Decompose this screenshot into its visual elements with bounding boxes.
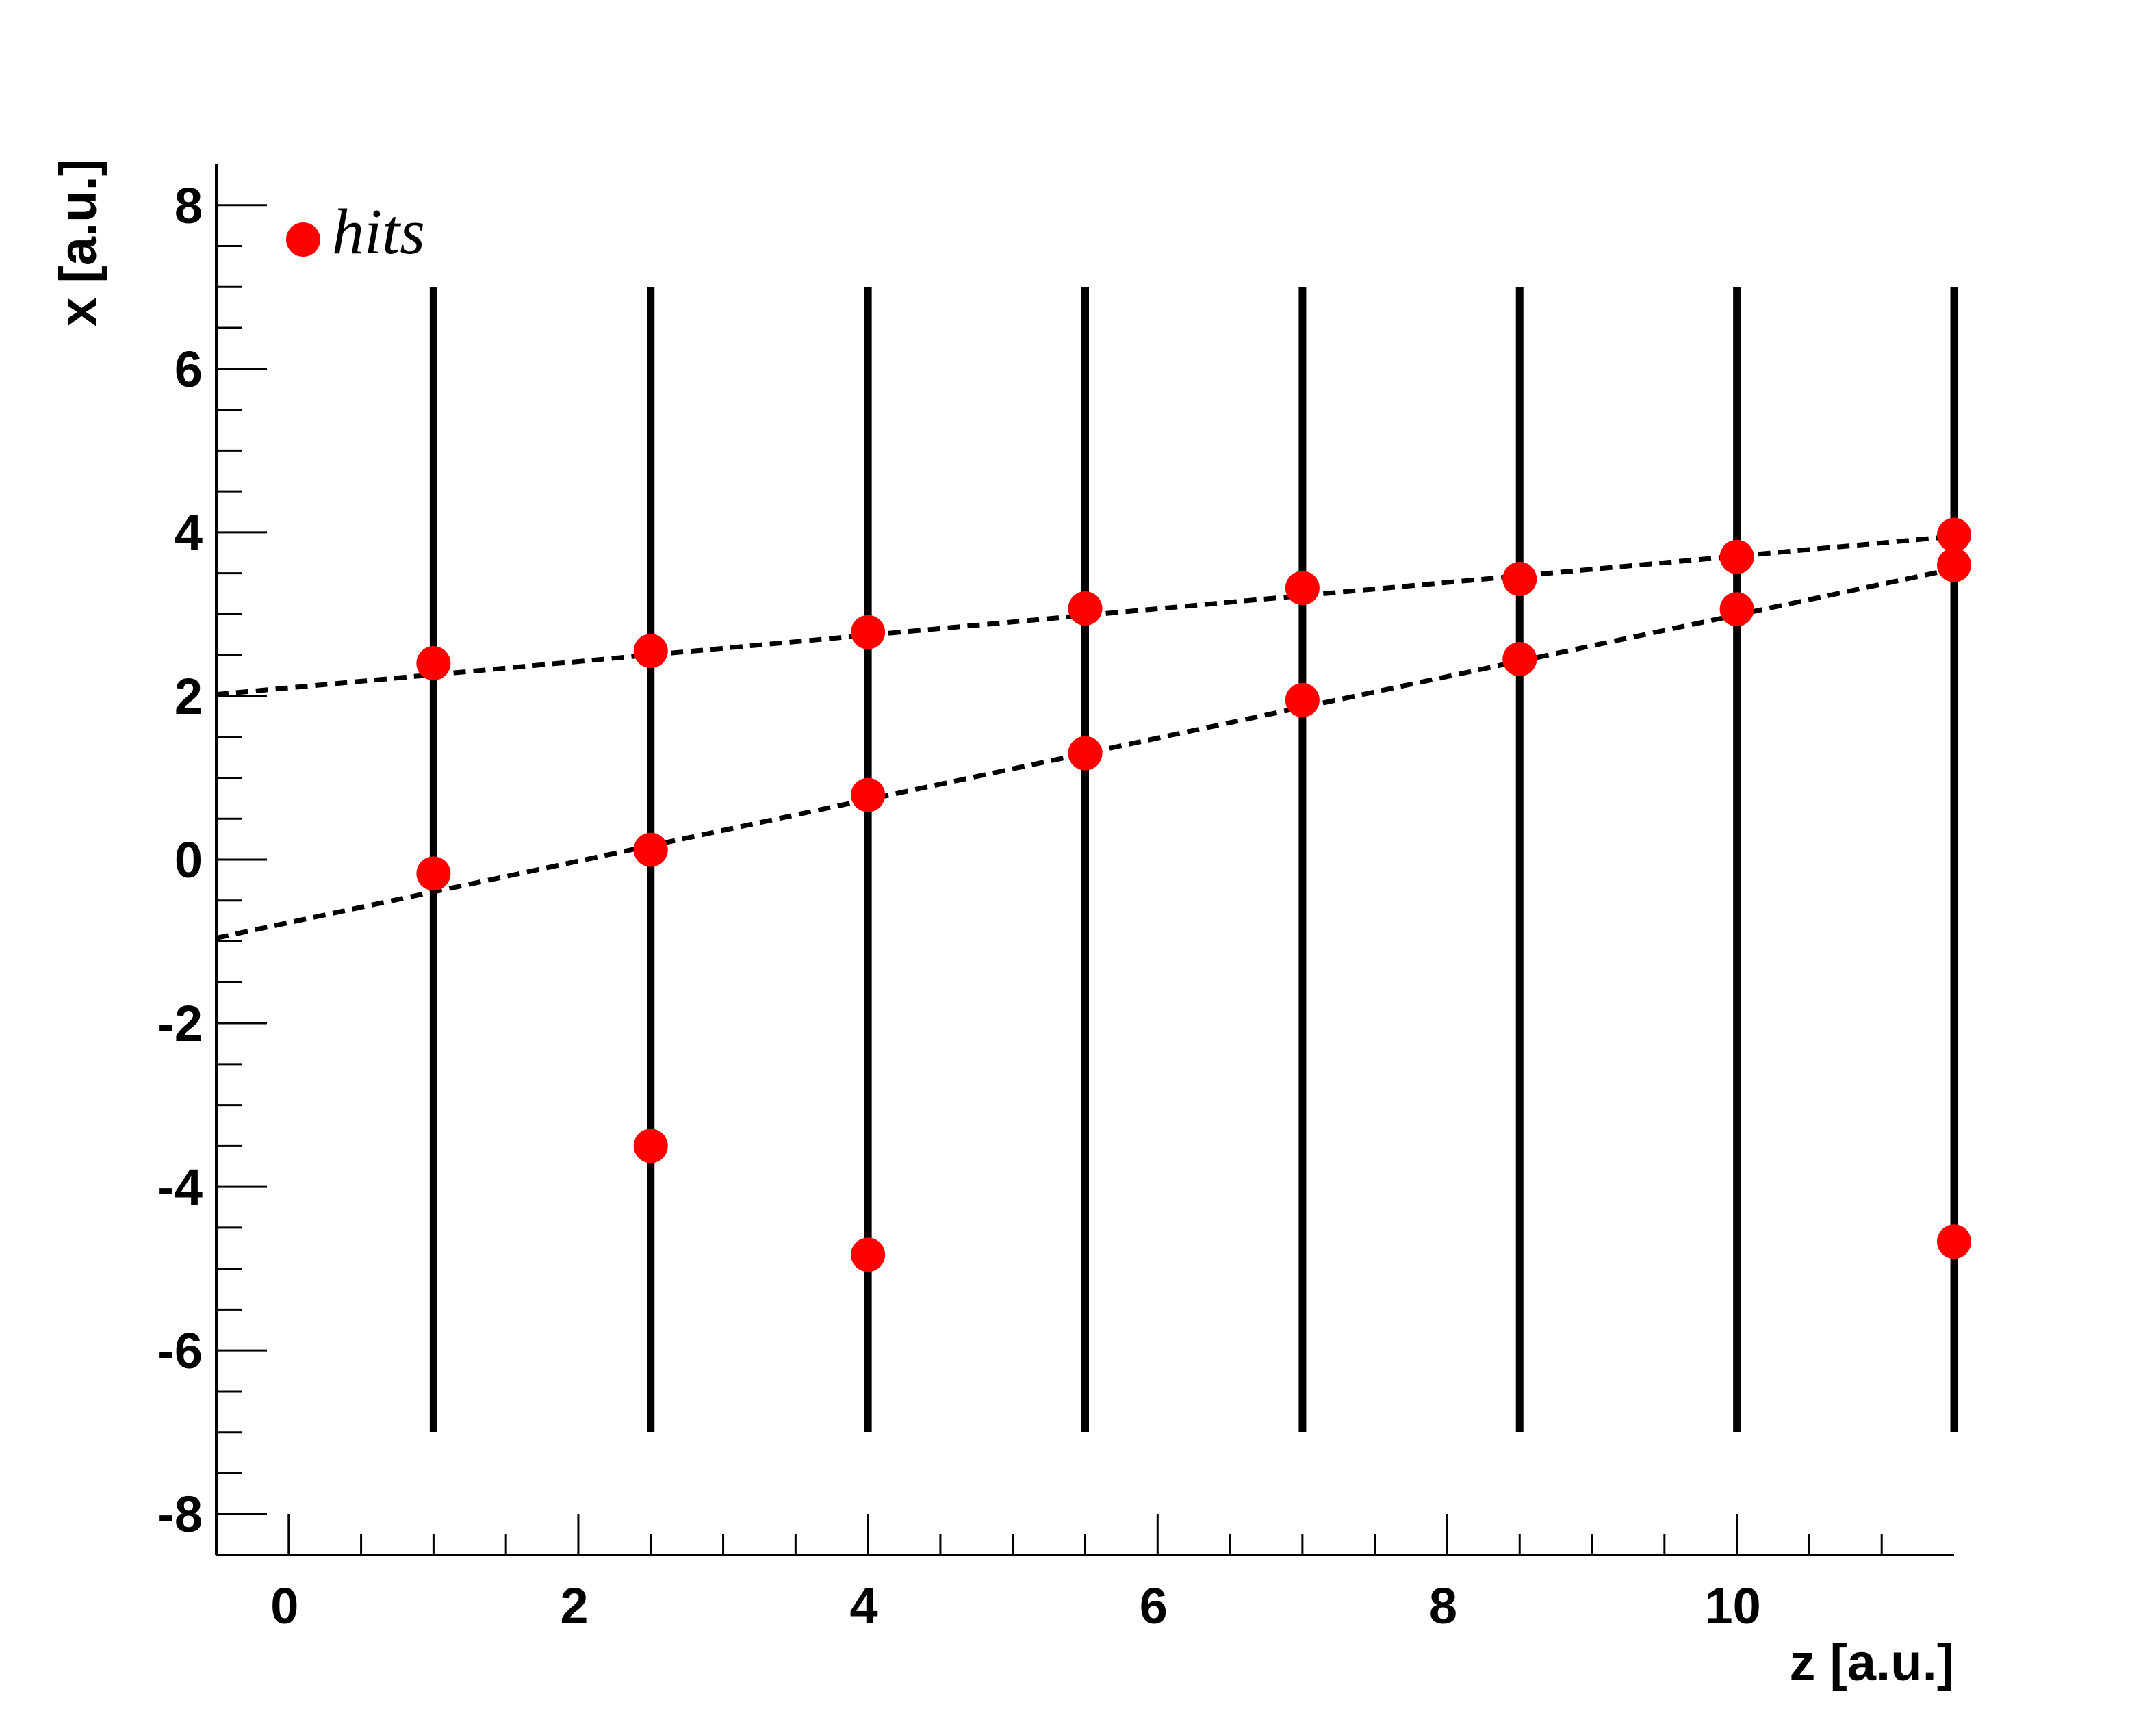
hit-point bbox=[1937, 548, 1971, 582]
hit-point bbox=[1719, 592, 1754, 627]
y-tick-label: -6 bbox=[157, 1322, 203, 1379]
hit-point bbox=[1937, 1224, 1971, 1259]
y-tick-label: 2 bbox=[175, 668, 203, 725]
hit-points bbox=[416, 517, 1971, 1272]
legend-marker bbox=[286, 222, 320, 257]
hit-point bbox=[633, 634, 668, 669]
x-tick-label: 8 bbox=[1429, 1578, 1457, 1634]
hit-point bbox=[1719, 539, 1754, 574]
track-fits bbox=[216, 534, 1955, 940]
legend: hits bbox=[286, 196, 425, 268]
x-axis-title: z [a.u.] bbox=[1789, 1634, 1954, 1692]
hit-point bbox=[851, 615, 886, 649]
hit-point bbox=[416, 856, 451, 891]
hit-point bbox=[1285, 682, 1320, 717]
hit-point bbox=[633, 1129, 668, 1163]
hit-point bbox=[1502, 642, 1537, 677]
y-tick-label: 8 bbox=[175, 177, 203, 234]
hit-point bbox=[1068, 591, 1103, 626]
x-tick-label: 4 bbox=[850, 1578, 878, 1634]
tick-marks bbox=[216, 204, 1883, 1555]
x-tick-label: 10 bbox=[1704, 1578, 1760, 1634]
track-line-1 bbox=[216, 534, 1955, 697]
y-tick-label: 0 bbox=[175, 832, 203, 888]
hit-point bbox=[1937, 517, 1971, 552]
legend-label: hits bbox=[332, 196, 425, 268]
track-line-2 bbox=[216, 566, 1955, 940]
hit-point bbox=[633, 832, 668, 867]
hit-point bbox=[851, 777, 886, 812]
y-tick-label: -8 bbox=[157, 1486, 203, 1543]
hit-point bbox=[1068, 736, 1103, 771]
y-tick-label: -4 bbox=[157, 1159, 203, 1215]
x-tick-label: 2 bbox=[560, 1578, 588, 1634]
detector-planes bbox=[429, 287, 1958, 1432]
hit-point bbox=[1502, 562, 1537, 597]
y-axis-title: x [a.u.] bbox=[49, 159, 107, 326]
hit-point bbox=[416, 646, 451, 681]
y-tick-label: -2 bbox=[157, 995, 203, 1052]
hit-point bbox=[1285, 571, 1320, 606]
hit-point bbox=[851, 1237, 886, 1272]
x-tick-label: 6 bbox=[1140, 1578, 1168, 1634]
y-tick-label: 6 bbox=[175, 341, 203, 398]
x-tick-label: 0 bbox=[270, 1578, 298, 1634]
y-tick-label: 4 bbox=[175, 504, 203, 561]
tick-labels: -8 -6 -4 -2 0 2 4 6 8 0 2 4 6 8 10 bbox=[157, 177, 1761, 1634]
